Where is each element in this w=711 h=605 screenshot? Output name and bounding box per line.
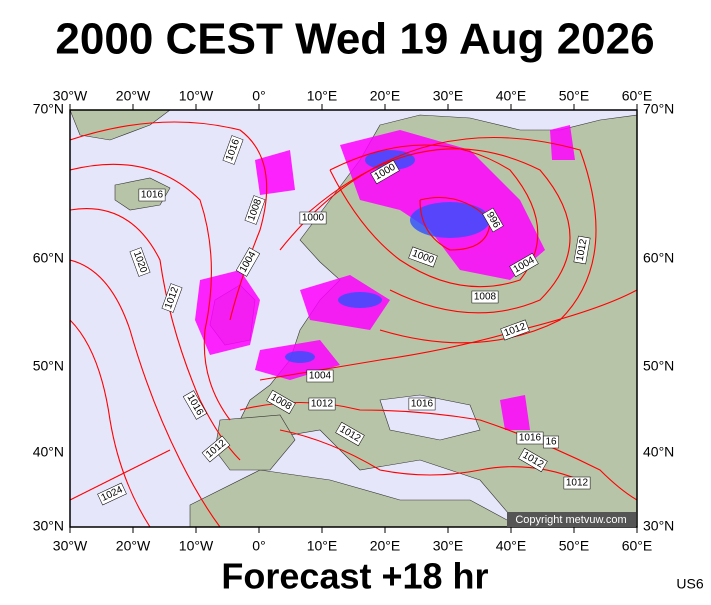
isobar-value: 1004 xyxy=(309,371,332,382)
isobar-label-box xyxy=(138,188,166,202)
lon-label: 20°W xyxy=(116,88,151,104)
lon-label: 30°E xyxy=(433,88,464,104)
isobar-label-box xyxy=(370,159,400,185)
isobar-label-box xyxy=(518,447,548,473)
isobar-label: 1012 xyxy=(308,397,336,411)
isobar-value: 1012 xyxy=(575,238,590,262)
copyright-box xyxy=(507,512,636,527)
lat-label: 30°N xyxy=(33,518,64,534)
lon-label: 50°E xyxy=(559,88,590,104)
lon-label: 10°E xyxy=(307,538,338,554)
isobar-label-box xyxy=(201,435,231,463)
lon-label: 20°W xyxy=(116,538,151,554)
isobar-label: 1004 xyxy=(306,369,334,383)
isobar-label: 1016 xyxy=(138,188,166,202)
lat-label: 70°N xyxy=(33,101,64,117)
isobar-label-box xyxy=(161,283,183,313)
isobar-label-box xyxy=(573,235,591,265)
isobar-label-box xyxy=(509,252,539,278)
isobar-label-box xyxy=(299,211,327,225)
isobar-label-box xyxy=(408,246,438,268)
lon-label: 10°W xyxy=(179,538,214,554)
isobar-label: 1016 xyxy=(516,431,544,445)
forecast-label: Forecast +18 hr xyxy=(221,556,488,597)
lon-label: 30°W xyxy=(53,538,88,554)
isobar-label-box xyxy=(97,482,127,506)
lat-label: 50°N xyxy=(33,358,64,374)
isobar-label: 1016 xyxy=(408,397,436,411)
lon-label: 0° xyxy=(252,538,265,554)
isobar-label: 1012 xyxy=(563,476,591,490)
isobar-label-box xyxy=(408,397,436,411)
isobar-label-box xyxy=(222,135,244,165)
lon-label: 30°E xyxy=(433,538,464,554)
map-frame xyxy=(69,109,638,528)
lon-label: 0° xyxy=(252,88,265,104)
isobar-value: 1000 xyxy=(302,213,325,224)
isobar-label-box xyxy=(543,435,559,449)
map-area xyxy=(70,110,637,527)
lat-label: 30°N xyxy=(643,518,674,534)
isobar-label-box xyxy=(306,369,334,383)
isobar-label: 1008 xyxy=(471,290,499,304)
isobar-label-box xyxy=(471,290,499,304)
isobar-label-box xyxy=(482,207,504,233)
lat-label: 40°N xyxy=(643,444,674,460)
isobar-label-box xyxy=(308,397,336,411)
isobar-label-box xyxy=(129,247,151,277)
isobar-value: 1012 xyxy=(311,399,334,410)
lon-label: 40°E xyxy=(496,538,527,554)
copyright: Copyright metvuw.com xyxy=(515,514,626,526)
lon-label: 40°E xyxy=(496,88,527,104)
map-code: US6 xyxy=(676,576,703,592)
lat-label: 50°N xyxy=(643,358,674,374)
lat-label: 40°N xyxy=(33,444,64,460)
lon-label: 60°E xyxy=(622,88,653,104)
isobar-label-box xyxy=(244,195,266,225)
isobar-value: 1016 xyxy=(141,190,164,201)
lon-label: 20°E xyxy=(370,538,401,554)
lon-label: 10°E xyxy=(307,88,338,104)
isobar-value: 1016 xyxy=(411,399,434,410)
isobar-label-box xyxy=(335,421,365,447)
lon-label: 20°E xyxy=(370,88,401,104)
isobar-value: 1008 xyxy=(474,292,497,303)
lon-label: 10°W xyxy=(179,88,214,104)
lon-label: 60°E xyxy=(622,538,653,554)
lon-label: 50°E xyxy=(559,538,590,554)
isobar-label-box xyxy=(266,389,296,415)
isobar-label-box xyxy=(516,431,544,445)
lat-label: 60°N xyxy=(643,250,674,266)
isobar-label-box xyxy=(235,247,261,277)
isobar-label-box xyxy=(500,319,530,341)
isobar-label-box xyxy=(563,476,591,490)
title: 2000 CEST Wed 19 Aug 2026 xyxy=(55,15,654,64)
isobar-value: 1016 xyxy=(519,433,542,444)
isobar-label: 16 xyxy=(543,435,559,449)
lat-label: 60°N xyxy=(33,250,64,266)
isobar-label-box xyxy=(182,390,208,420)
isobar-value: 16 xyxy=(545,437,557,448)
isobar-label: 1012 xyxy=(573,235,591,265)
lon-label: 30°W xyxy=(53,88,88,104)
black-sea xyxy=(379,394,481,441)
lat-label: 70°N xyxy=(643,101,674,117)
isobar-label: 1000 xyxy=(299,211,327,225)
isobar-value: 1012 xyxy=(566,478,589,489)
